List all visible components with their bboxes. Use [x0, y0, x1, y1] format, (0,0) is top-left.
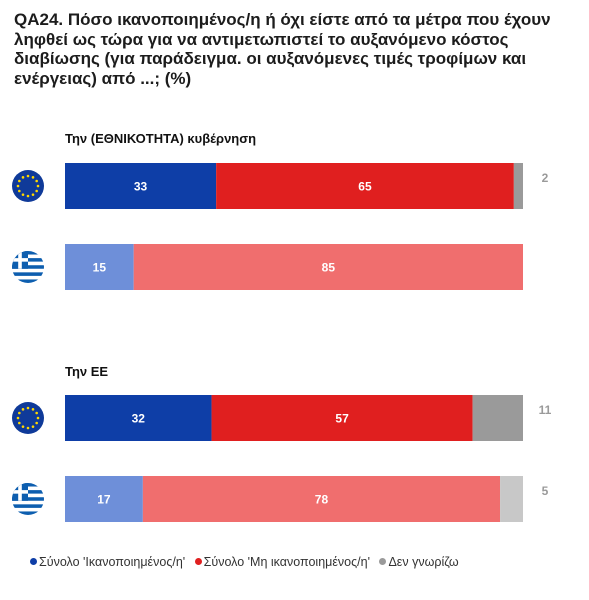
legend-label-satisfied: Σύνολο 'Ικανοποιημένος/η': [39, 555, 186, 569]
bar-satisfied: [65, 163, 217, 209]
legend: Σύνολο 'Ικανοποιημένος/η' Σύνολο 'Μη ικα…: [30, 555, 465, 569]
bar-not-satisfied: [211, 395, 473, 441]
legend-dot-satisfied: [30, 558, 37, 565]
data-label-not-satisfied: 78: [315, 493, 329, 507]
group-label-2: Την ΕΕ: [65, 364, 108, 379]
bar-satisfied: [65, 244, 134, 290]
data-label-satisfied: 32: [132, 412, 146, 426]
greece-flag-icon: [12, 483, 44, 515]
bar-not-satisfied: [216, 163, 514, 209]
bar-not-satisfied: [133, 244, 523, 290]
bar-not-satisfied: [142, 476, 501, 522]
data-label-satisfied: 33: [134, 180, 148, 194]
data-label-not-satisfied: 65: [358, 180, 372, 194]
data-label-dont-know: 11: [539, 403, 552, 417]
legend-item-satisfied: Σύνολο 'Ικανοποιημένος/η': [30, 555, 185, 569]
data-label-dont-know: 5: [542, 484, 549, 498]
greece-flag-icon: [12, 251, 44, 283]
bar-dont-know: [472, 395, 523, 441]
chart-title: QA24. Πόσο ικανοποιημένος/η ή όχι είστε …: [14, 10, 551, 88]
eu-flag-icon: [12, 402, 44, 434]
legend-item-not-satisfied: Σύνολο 'Μη ικανοποιημένος/η': [194, 555, 370, 569]
data-label-dont-know: 2: [542, 171, 549, 185]
data-label-satisfied: 15: [93, 261, 107, 275]
legend-item-dont-know: Δεν γνωρίζω: [379, 555, 459, 569]
bar-satisfied: [65, 476, 143, 522]
bar-dont-know: [500, 476, 523, 522]
group-label-1: Την (ΕΘΝΙΚΟΤΗΤΑ) κυβέρνηση: [65, 131, 256, 146]
eu-flag-icon: [12, 170, 44, 202]
bar-dont-know: [513, 163, 523, 209]
legend-dot-dont-know: [379, 558, 387, 565]
data-label-not-satisfied: 85: [322, 261, 336, 275]
legend-label-dont-know: Δεν γνωρίζω: [388, 555, 459, 569]
legend-label-not-satisfied: Σύνολο 'Μη ικανοποιημένος/η': [203, 555, 370, 569]
data-label-satisfied: 17: [97, 493, 111, 507]
bar-satisfied: [65, 395, 212, 441]
legend-dot-not-satisfied: [194, 558, 202, 565]
data-label-not-satisfied: 57: [335, 412, 349, 426]
